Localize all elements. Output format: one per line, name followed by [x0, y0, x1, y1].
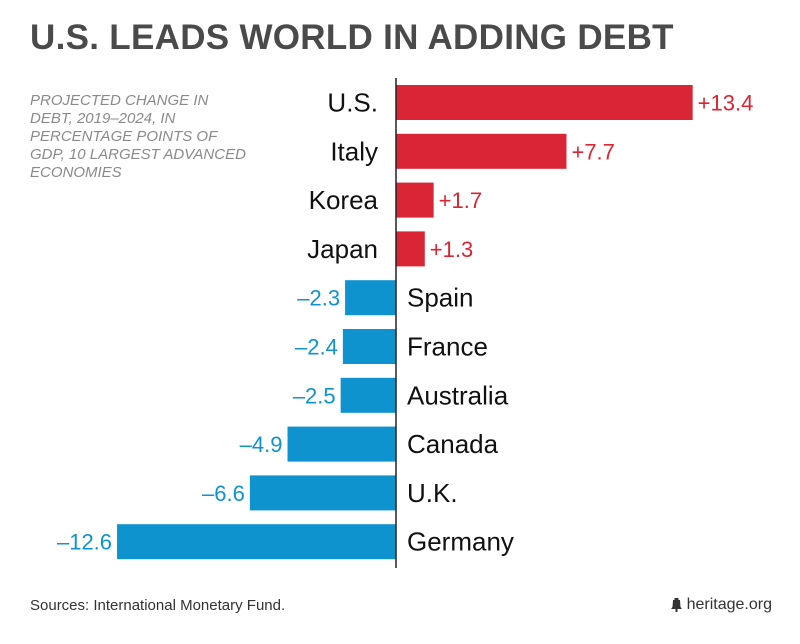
bar-germany	[117, 524, 396, 560]
bar-spain	[345, 280, 396, 316]
value-label-spain: –2.3	[297, 286, 340, 311]
bars-group	[117, 85, 693, 560]
brand-text: heritage.org	[686, 596, 772, 613]
value-labels-group: +13.4 +7.7 +1.7 +1.3 –2.3 –2.4 –2.5 –4.9 –6.6 –12…	[57, 91, 753, 555]
value-label-japan: +1.3	[430, 237, 473, 262]
brand-credit: heritage.org	[670, 596, 772, 614]
bar-u-k	[249, 475, 396, 511]
category-label-u-k: U.K.	[407, 478, 458, 508]
bar-france	[342, 329, 396, 364]
source-note: Sources: International Monetary Fund.	[30, 597, 286, 614]
category-label-korea: Korea	[309, 185, 379, 215]
chart-title: U.S. LEADS WORLD IN ADDING DEBT	[30, 18, 674, 57]
value-label-canada: –4.9	[240, 432, 283, 457]
category-label-italy: Italy	[330, 136, 378, 166]
category-label-u-s: U.S.	[327, 88, 378, 118]
value-label-korea: +1.7	[439, 188, 482, 213]
bar-australia	[340, 377, 396, 413]
value-label-australia: –2.5	[293, 383, 336, 408]
bar-korea	[396, 182, 434, 218]
bar-italy	[396, 133, 567, 169]
chart-subtitle: Projected change in debt, 2019–2024, in …	[30, 92, 246, 181]
value-label-germany: –12.6	[57, 530, 112, 555]
category-label-japan: Japan	[307, 234, 378, 264]
category-label-canada: Canada	[407, 429, 499, 459]
bar-canada	[287, 426, 396, 462]
category-label-spain: Spain	[407, 283, 474, 313]
value-label-italy: +7.7	[571, 139, 614, 164]
bar-u-s	[396, 85, 693, 120]
value-label-u-s: +13.4	[698, 91, 754, 116]
category-labels-group: U.S. Italy Korea Japan Spain France Australia C…	[307, 88, 514, 557]
value-label-u-k: –6.6	[202, 481, 245, 506]
value-label-france: –2.4	[295, 335, 338, 360]
category-label-germany: Germany	[407, 527, 514, 557]
bar-japan	[396, 231, 425, 267]
liberty-bell-icon	[670, 598, 682, 612]
category-label-france: France	[407, 332, 488, 362]
category-label-australia: Australia	[407, 380, 509, 410]
